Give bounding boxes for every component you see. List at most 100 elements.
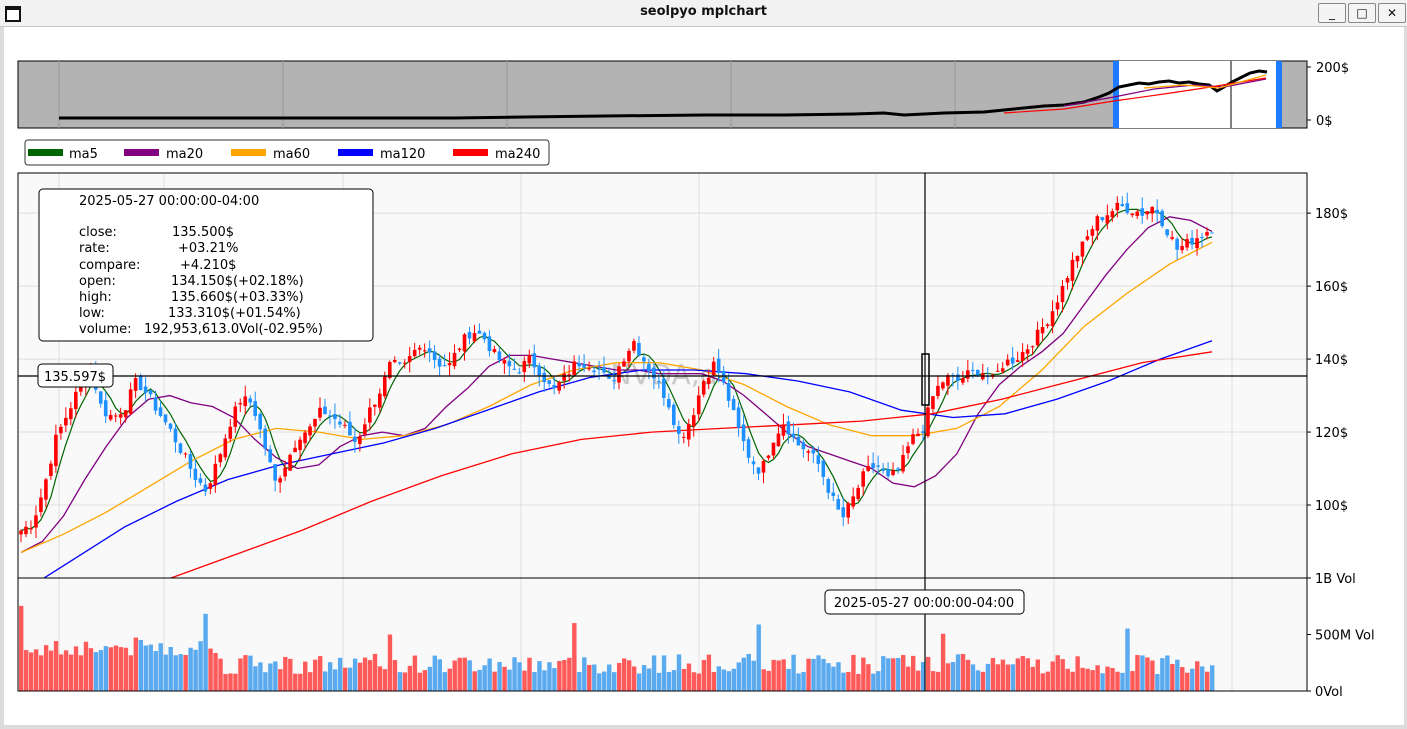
candle-body bbox=[118, 414, 123, 418]
window-title: seolpyo mplchart bbox=[640, 4, 767, 19]
volume-bar bbox=[382, 669, 388, 691]
candle-body bbox=[846, 503, 851, 518]
candle-body bbox=[233, 406, 238, 427]
candle-body bbox=[647, 363, 651, 372]
ma240-line bbox=[169, 351, 1213, 578]
info-volume-label: volume: bbox=[79, 322, 132, 337]
volume-bar bbox=[507, 669, 512, 691]
volume-bar bbox=[322, 671, 328, 691]
candle-body bbox=[218, 454, 223, 463]
legend-swatch bbox=[28, 149, 63, 156]
volume-bar bbox=[527, 657, 532, 691]
candle-body bbox=[522, 361, 527, 373]
volume-bar bbox=[367, 660, 373, 691]
volume-bar bbox=[641, 665, 647, 691]
candle-body bbox=[746, 439, 751, 458]
volume-bar bbox=[93, 652, 99, 691]
candle-body bbox=[163, 414, 168, 423]
volume-bar bbox=[806, 658, 811, 691]
candle-body bbox=[353, 436, 357, 442]
volume-bar bbox=[1050, 661, 1055, 691]
volume-bar bbox=[1155, 674, 1160, 691]
candle-body bbox=[941, 382, 945, 389]
candle-body bbox=[711, 361, 716, 375]
volume-bar bbox=[602, 671, 607, 691]
volume-bar bbox=[896, 657, 901, 691]
candle-body bbox=[148, 389, 153, 395]
legend-item-ma20[interactable]: ma20 bbox=[124, 147, 203, 162]
legend-label: ma20 bbox=[166, 147, 203, 162]
volume-bar bbox=[263, 672, 268, 691]
volume-bar bbox=[975, 670, 981, 691]
volume-bar bbox=[656, 672, 662, 691]
volume-bar bbox=[392, 660, 398, 691]
volume-bar bbox=[203, 613, 208, 691]
candle-body bbox=[995, 370, 1000, 372]
overview-y-tick: 200$ bbox=[1316, 61, 1349, 76]
legend-item-ma60[interactable]: ma60 bbox=[231, 147, 310, 162]
info-rate-value: +03.21% bbox=[178, 241, 238, 256]
volume-bar bbox=[1175, 659, 1180, 691]
volume-bar bbox=[512, 657, 517, 691]
volume-bar bbox=[113, 645, 119, 691]
volume-bar bbox=[826, 663, 831, 691]
volume-tick-label: 0Vol bbox=[1315, 685, 1343, 700]
volume-bar bbox=[268, 663, 273, 691]
overview-ma-line bbox=[1063, 78, 1267, 107]
volume-panel[interactable]: 1B Vol 500M Vol 0Vol bbox=[17, 572, 1375, 700]
candle-body bbox=[1110, 211, 1115, 218]
candle-body bbox=[1005, 359, 1010, 366]
candle-body bbox=[766, 455, 771, 459]
overview-left-handle[interactable] bbox=[1113, 61, 1119, 128]
maximize-button[interactable]: □ bbox=[1348, 3, 1376, 23]
candle-body bbox=[1085, 236, 1090, 240]
volume-bar bbox=[791, 654, 796, 691]
close-button[interactable]: ✕ bbox=[1378, 3, 1406, 23]
volume-bar bbox=[1140, 655, 1145, 691]
minimize-button[interactable]: _ bbox=[1318, 3, 1346, 23]
volume-bar bbox=[1190, 668, 1195, 691]
candle-body bbox=[652, 367, 656, 379]
volume-bar bbox=[582, 657, 587, 691]
legend-item-ma240[interactable]: ma240 bbox=[453, 147, 540, 162]
candle-body bbox=[632, 341, 636, 351]
candle-body bbox=[781, 424, 786, 436]
price-tick-label: 180$ bbox=[1315, 207, 1348, 222]
candle-body bbox=[906, 446, 910, 454]
crosshair-price-label-box bbox=[37, 363, 114, 388]
volume-bar bbox=[1095, 665, 1100, 691]
candle-body bbox=[373, 404, 377, 407]
candle-body bbox=[761, 461, 766, 473]
candle-body bbox=[397, 362, 402, 364]
candle-body bbox=[896, 468, 900, 470]
volume-bar bbox=[631, 666, 637, 691]
candle-body bbox=[567, 374, 571, 377]
candle-body bbox=[402, 362, 407, 364]
candle-body bbox=[49, 463, 53, 476]
price-tick-label: 100$ bbox=[1315, 499, 1348, 514]
overview-right-handle[interactable] bbox=[1276, 61, 1282, 128]
candle-body bbox=[128, 389, 133, 414]
overview-panel[interactable]: 200$ 0$ bbox=[17, 60, 1349, 129]
candle-body bbox=[298, 439, 302, 451]
candle-body bbox=[911, 434, 915, 444]
volume-bar bbox=[213, 653, 218, 691]
legend-item-ma5[interactable]: ma5 bbox=[28, 147, 98, 162]
candle-body bbox=[577, 363, 581, 367]
legend-item-ma120[interactable]: ma120 bbox=[338, 147, 425, 162]
volume-bar bbox=[452, 660, 457, 691]
volume-bar bbox=[736, 662, 741, 691]
volume-bar bbox=[1135, 655, 1140, 691]
volume-bar bbox=[985, 663, 991, 691]
candle-body bbox=[29, 528, 33, 530]
candle-body bbox=[1090, 229, 1095, 236]
volume-bar bbox=[861, 657, 866, 691]
volume-bar bbox=[63, 650, 69, 691]
candle-body bbox=[482, 332, 487, 340]
candle-body bbox=[741, 424, 746, 442]
candle-body bbox=[1200, 236, 1204, 238]
candle-body bbox=[961, 378, 965, 383]
volume-bar bbox=[1165, 655, 1170, 691]
volume-bar bbox=[925, 656, 931, 691]
candle-body bbox=[881, 468, 885, 471]
